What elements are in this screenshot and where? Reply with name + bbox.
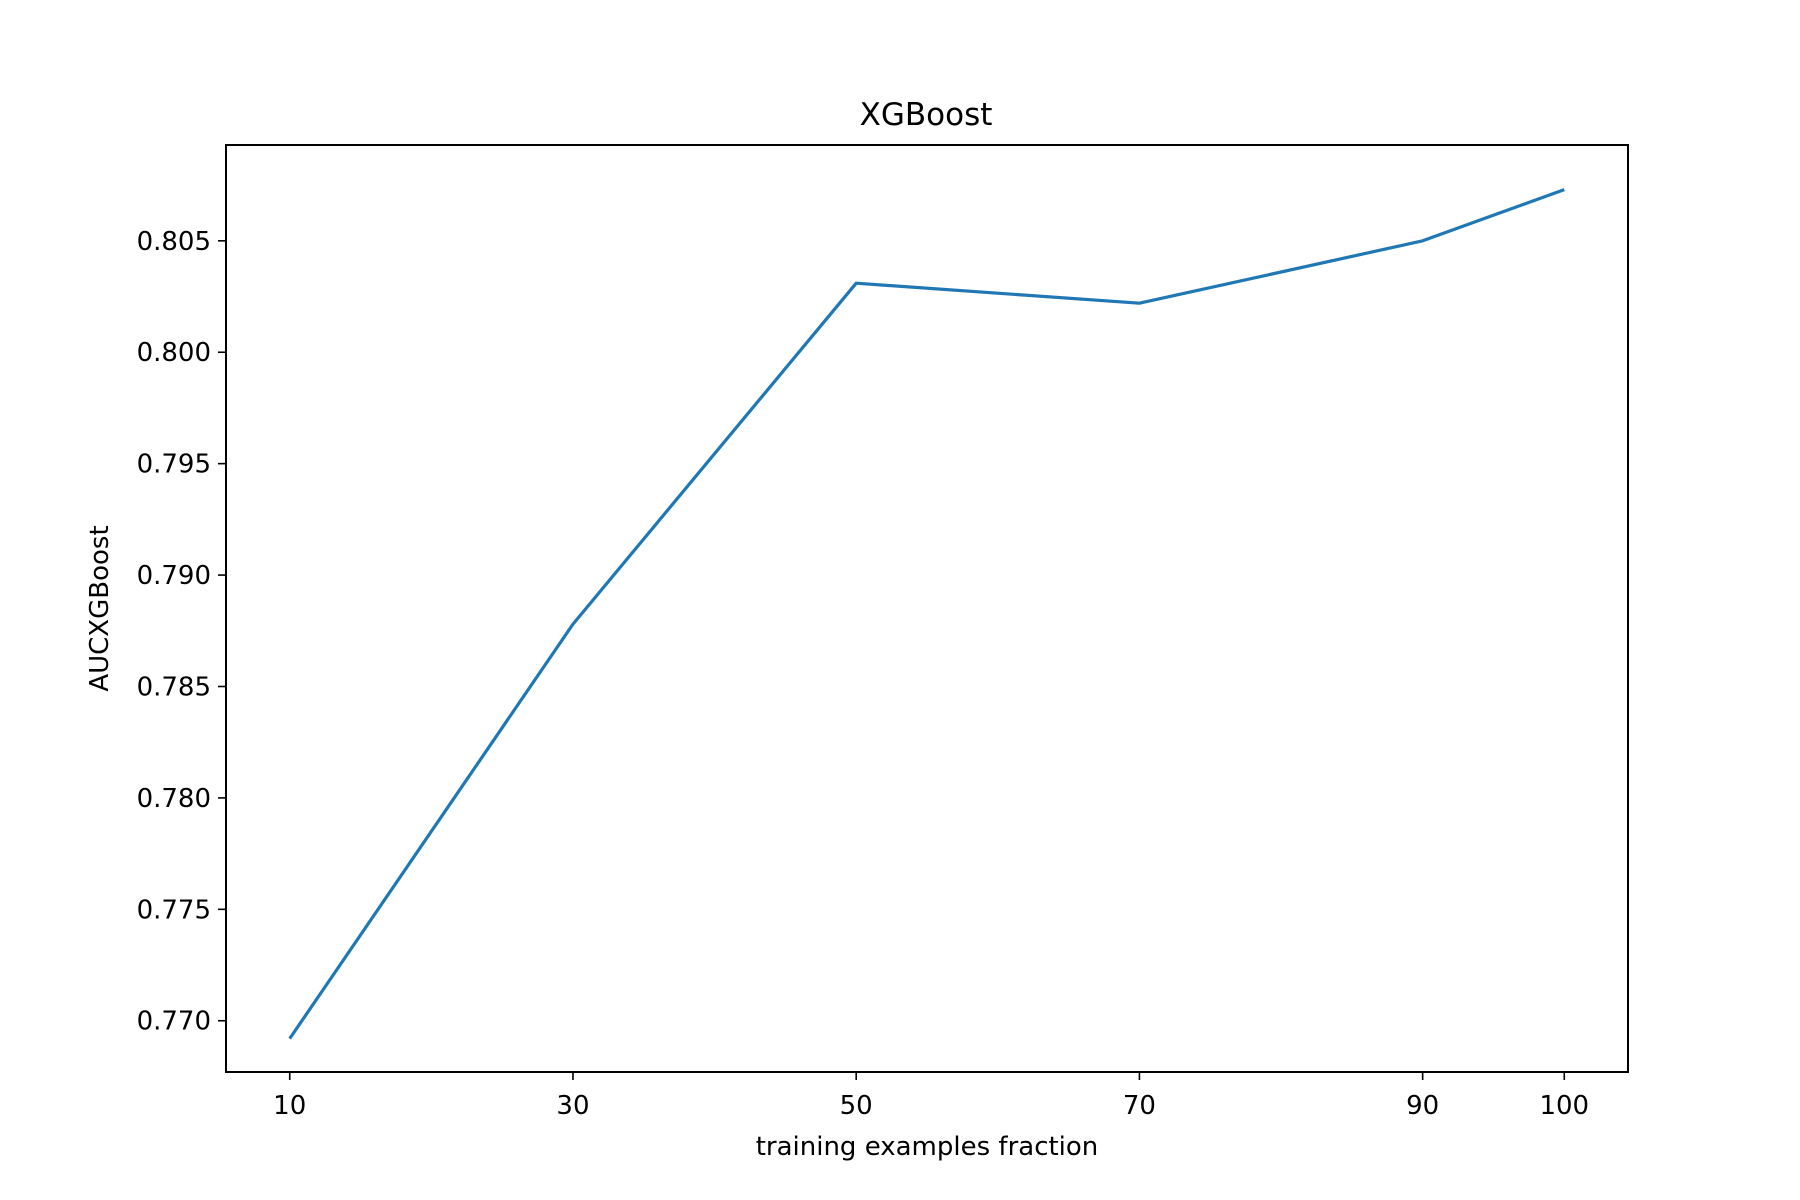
y-tick-label: 0.775: [137, 895, 211, 925]
x-tick-label: 70: [1123, 1091, 1156, 1121]
x-tick-label: 50: [840, 1091, 873, 1121]
chart-title: XGBoost: [860, 97, 993, 133]
x-tick-label: 30: [556, 1091, 589, 1121]
y-axis-ticks: 0.770 0.775 0.780 0.785 0.790 0.795 0.800 0.805: [137, 227, 226, 1037]
series-line: [288, 188, 1565, 1040]
y-tick-label: 0.770: [137, 1007, 211, 1037]
x-axis-label: training examples fraction: [756, 1132, 1099, 1162]
x-axis-ticks: 10 30 50 70 90 100: [273, 1072, 1589, 1121]
plot-area-frame: [225, 144, 1629, 1073]
x-tick-label: 100: [1539, 1091, 1589, 1121]
y-tick-label: 0.805: [137, 227, 211, 257]
y-tick-label: 0.795: [137, 450, 211, 480]
y-tick-label: 0.780: [137, 784, 211, 814]
x-tick-label: 10: [273, 1091, 306, 1121]
series-layer: [288, 188, 1565, 1040]
y-axis-label: AUCXGBoost: [85, 525, 115, 691]
x-tick-label: 90: [1406, 1091, 1439, 1121]
y-tick-label: 0.790: [137, 561, 211, 591]
y-tick-label: 0.785: [137, 672, 211, 702]
y-tick-label: 0.800: [137, 338, 211, 368]
